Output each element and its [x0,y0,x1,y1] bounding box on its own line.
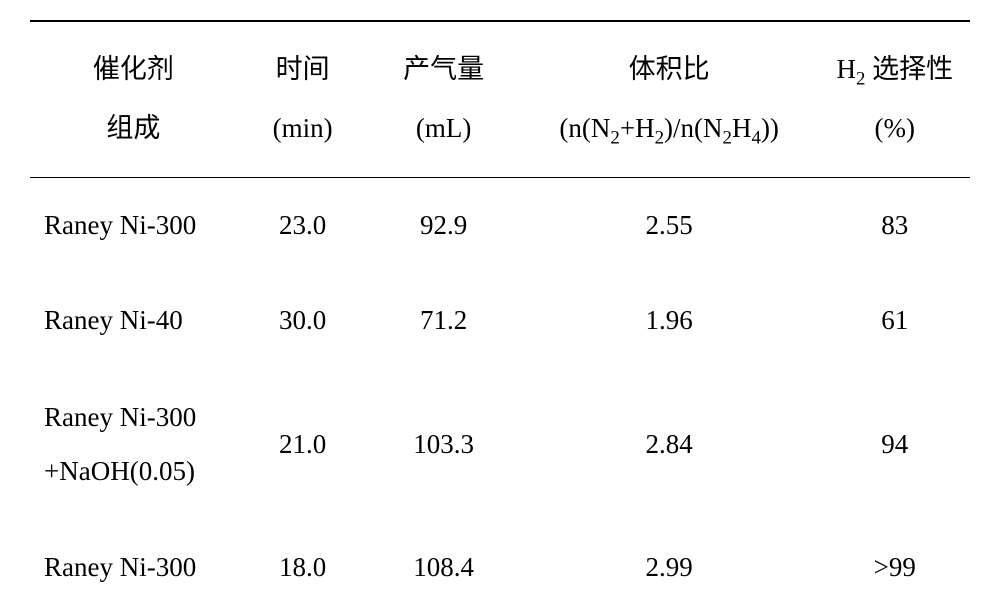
header-time-line1: 时间 [276,54,330,84]
header-selectivity: H2 选择性 (%) [820,21,970,177]
cell-gas: 108.4 [368,520,518,615]
cell-ratio: 1.96 [519,273,820,368]
cell-catalyst: Raney Ni-300 +NaOH(0.05) [30,368,237,520]
header-gas-line1: 产气量 [403,54,484,84]
table-row: Raney Ni-300 23.0 92.9 2.55 83 [30,177,970,273]
header-time-line2: (min) [273,113,333,143]
cell-selectivity: 61 [820,273,970,368]
header-gas: 产气量 (mL) [368,21,518,177]
cell-time: 21.0 [237,368,369,520]
cell-time: 23.0 [237,177,369,273]
table-row: Raney Ni-40 30.0 71.2 1.96 61 [30,273,970,368]
cell-catalyst: Raney Ni-300 [30,520,237,615]
cell-gas: 71.2 [368,273,518,368]
cell-time: 18.0 [237,520,369,615]
cell-ratio: 2.84 [519,368,820,520]
cell-time: 30.0 [237,273,369,368]
cell-catalyst: Raney Ni-40 [30,273,237,368]
cell-gas: 103.3 [368,368,518,520]
cell-gas: 92.9 [368,177,518,273]
header-catalyst: 催化剂 组成 [30,21,237,177]
header-selectivity-line2: (%) [875,113,915,143]
data-table: 催化剂 组成 时间 (min) 产气量 (mL) 体积比 (n(N2+H2)/n… [30,20,970,616]
header-ratio: 体积比 (n(N2+H2)/n(N2H4)) [519,21,820,177]
cell-selectivity: 83 [820,177,970,273]
cell-catalyst-line1: Raney Ni-300 [44,402,196,432]
header-ratio-line1: 体积比 [629,54,710,84]
header-selectivity-line1: H2 选择性 [836,54,953,84]
header-catalyst-line2: 组成 [106,113,160,143]
header-gas-line2: (mL) [416,113,471,143]
cell-ratio: 2.55 [519,177,820,273]
cell-catalyst-line2: +NaOH(0.05) [44,456,195,486]
cell-selectivity: 94 [820,368,970,520]
header-ratio-line2: (n(N2+H2)/n(N2H4)) [559,113,779,143]
cell-selectivity: >99 [820,520,970,615]
table-row: Raney Ni-300 +NaOH(0.05) 21.0 103.3 2.84… [30,368,970,520]
table-header-row: 催化剂 组成 时间 (min) 产气量 (mL) 体积比 (n(N2+H2)/n… [30,21,970,177]
header-catalyst-line1: 催化剂 [93,54,174,84]
cell-catalyst: Raney Ni-300 [30,177,237,273]
cell-ratio: 2.99 [519,520,820,615]
header-time: 时间 (min) [237,21,369,177]
table-row: Raney Ni-300 18.0 108.4 2.99 >99 [30,520,970,615]
